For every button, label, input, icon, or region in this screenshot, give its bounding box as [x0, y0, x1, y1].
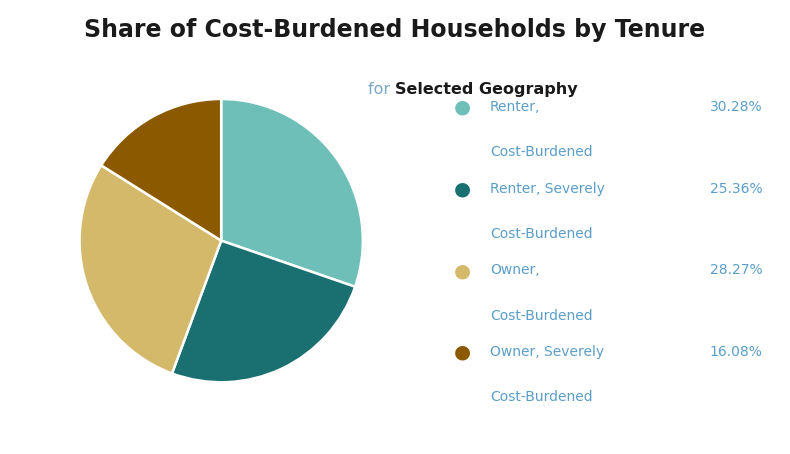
- Text: Owner, Severely: Owner, Severely: [490, 345, 604, 359]
- Text: Cost-Burdened: Cost-Burdened: [490, 145, 592, 159]
- Text: Cost-Burdened: Cost-Burdened: [490, 227, 592, 241]
- Text: for: for: [368, 82, 395, 97]
- Text: Share of Cost-Burdened Households by Tenure: Share of Cost-Burdened Households by Ten…: [85, 18, 705, 42]
- Text: 30.28%: 30.28%: [709, 100, 762, 114]
- Wedge shape: [101, 99, 221, 241]
- Wedge shape: [172, 241, 356, 382]
- Wedge shape: [221, 99, 363, 287]
- Text: Renter, Severely: Renter, Severely: [490, 182, 604, 196]
- Text: 25.36%: 25.36%: [709, 182, 762, 196]
- Text: Cost-Burdened: Cost-Burdened: [490, 390, 592, 405]
- Text: Owner,: Owner,: [490, 263, 540, 277]
- Wedge shape: [80, 165, 221, 374]
- Text: ●: ●: [453, 343, 471, 362]
- Text: 28.27%: 28.27%: [709, 263, 762, 277]
- Text: ●: ●: [453, 179, 471, 198]
- Text: Cost-Burdened: Cost-Burdened: [490, 309, 592, 323]
- Text: ●: ●: [453, 261, 471, 280]
- Text: Renter,: Renter,: [490, 100, 540, 114]
- Text: ●: ●: [453, 98, 471, 117]
- Text: 16.08%: 16.08%: [709, 345, 762, 359]
- Text: Selected Geography: Selected Geography: [395, 82, 577, 97]
